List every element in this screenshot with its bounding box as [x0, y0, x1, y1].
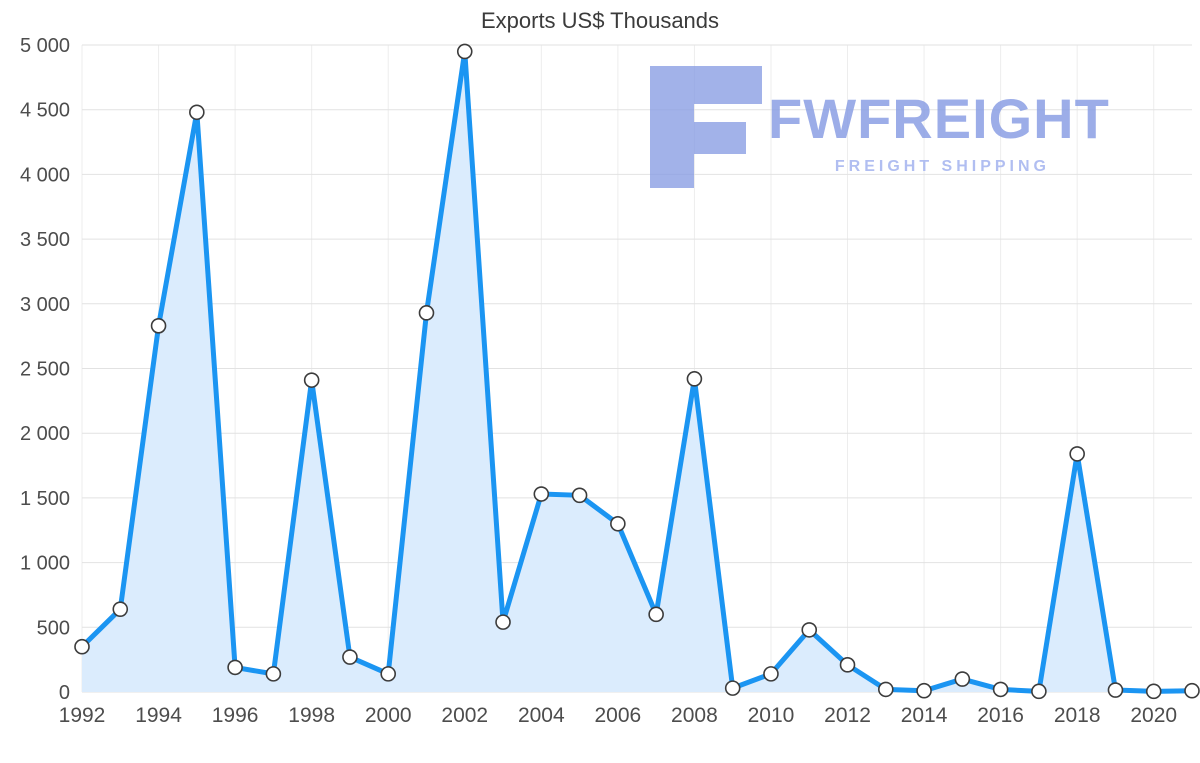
- data-point-marker: [456, 43, 473, 60]
- data-point-marker: [1069, 446, 1085, 462]
- y-tick-label: 1 500: [20, 488, 70, 510]
- x-tick-label: 1992: [59, 704, 106, 727]
- data-point-marker: [112, 601, 129, 617]
- data-point-marker: [342, 649, 358, 665]
- y-tick-label: 5 000: [20, 35, 70, 57]
- data-point-marker: [724, 680, 741, 696]
- data-point-marker: [1184, 682, 1200, 699]
- y-tick-label: 3 000: [20, 294, 70, 316]
- data-point-marker: [380, 666, 397, 682]
- data-point-marker: [992, 681, 1009, 698]
- y-tick-label: 1 000: [20, 553, 70, 575]
- data-point-marker: [801, 622, 818, 638]
- data-point-marker: [1107, 682, 1124, 698]
- x-tick-label: 2014: [901, 704, 948, 727]
- data-point-marker: [533, 486, 550, 502]
- x-tick-label: 2000: [365, 704, 412, 727]
- data-point-marker: [916, 682, 932, 699]
- x-tick-label: 1998: [288, 704, 335, 727]
- x-tick-label: 2010: [748, 704, 795, 727]
- data-point-marker: [265, 666, 282, 682]
- x-tick-label: 2004: [518, 704, 565, 727]
- x-tick-label: 2002: [441, 704, 488, 727]
- y-tick-label: 2 000: [20, 423, 70, 445]
- x-tick-label: 2006: [595, 704, 642, 727]
- y-tick-label: 4 500: [20, 100, 70, 122]
- data-point-marker: [1031, 683, 1047, 700]
- data-point-marker: [189, 104, 205, 121]
- data-point-marker: [610, 515, 626, 532]
- x-tick-label: 2018: [1054, 704, 1101, 727]
- data-point-marker: [877, 681, 894, 698]
- data-point-marker: [1145, 683, 1162, 700]
- data-point-marker: [418, 305, 435, 321]
- data-point-marker: [495, 614, 511, 630]
- data-point-marker: [74, 638, 90, 655]
- series-area: [82, 51, 1192, 693]
- y-tick-label: 4 000: [20, 164, 70, 186]
- data-point-marker: [763, 666, 779, 682]
- data-point-marker: [648, 606, 664, 623]
- x-tick-label: 1996: [212, 704, 259, 727]
- y-tick-label: 3 500: [20, 229, 70, 251]
- y-tick-label: 2 500: [20, 359, 70, 381]
- data-point-marker: [686, 371, 703, 387]
- x-tick-label: 2016: [977, 704, 1024, 727]
- x-tick-label: 1994: [135, 704, 182, 727]
- data-point-marker: [839, 657, 856, 673]
- y-tick-label: 500: [37, 617, 70, 639]
- x-tick-label: 2008: [671, 704, 718, 727]
- x-tick-label: 2020: [1130, 704, 1177, 727]
- chart-title: Exports US$ Thousands: [480, 8, 720, 33]
- y-tick-label: 0: [59, 682, 70, 704]
- data-point-marker: [954, 671, 971, 687]
- data-point-marker: [303, 372, 320, 388]
- data-point-marker: [571, 487, 588, 504]
- data-point-marker: [227, 659, 243, 676]
- x-tick-label: 2012: [824, 704, 871, 727]
- data-point-marker: [150, 317, 167, 334]
